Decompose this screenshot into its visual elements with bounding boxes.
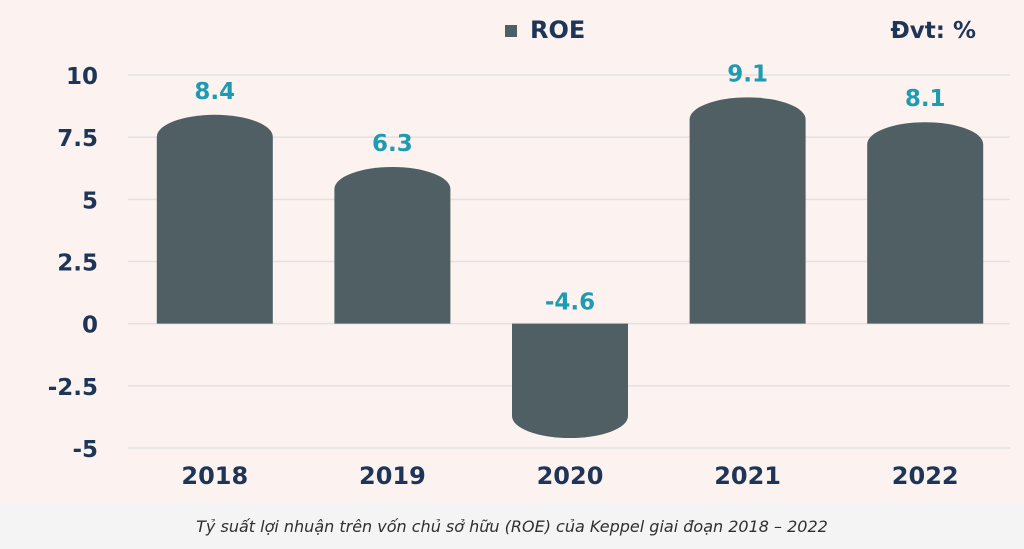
y-tick-label: 0 — [82, 313, 98, 339]
data-label: 9.1 — [727, 61, 768, 87]
data-label: -4.6 — [545, 290, 595, 316]
data-label: 6.3 — [372, 131, 413, 157]
bar — [689, 97, 806, 324]
y-tick-label: 7.5 — [57, 126, 98, 152]
y-tick-label: -2.5 — [48, 375, 98, 401]
x-tick-label: 2020 — [537, 462, 604, 490]
data-label: 8.4 — [194, 79, 235, 105]
bar — [156, 114, 273, 324]
y-tick-label: 5 — [82, 188, 98, 214]
roe-bar-chart: 8.4 6.3 -4.6 9.1 8.1 10 7.5 5 2.5 0 -2.5 -5 2018 20… — [48, 16, 1010, 490]
legend-label: ROE — [530, 16, 585, 44]
x-tick-label: 2021 — [714, 462, 781, 490]
x-tick-label: 2019 — [359, 462, 426, 490]
y-tick-label: 10 — [66, 64, 98, 90]
data-label: 8.1 — [905, 86, 946, 112]
y-tick-label: 2.5 — [57, 251, 98, 277]
legend-swatch — [505, 25, 517, 37]
x-tick-label: 2022 — [892, 462, 959, 490]
x-tick-label: 2018 — [181, 462, 248, 490]
unit-label: Đvt: % — [890, 18, 976, 44]
bar — [334, 167, 451, 324]
y-tick-label: -5 — [72, 437, 98, 463]
bar — [512, 323, 628, 439]
bar — [867, 122, 984, 324]
figure-caption: Tỷ suất lợi nhuận trên vốn chủ sở hữu (R… — [0, 504, 1024, 549]
chart-panel: 8.4 6.3 -4.6 9.1 8.1 10 7.5 5 2.5 0 -2.5 -5 2018 20… — [0, 0, 1024, 504]
